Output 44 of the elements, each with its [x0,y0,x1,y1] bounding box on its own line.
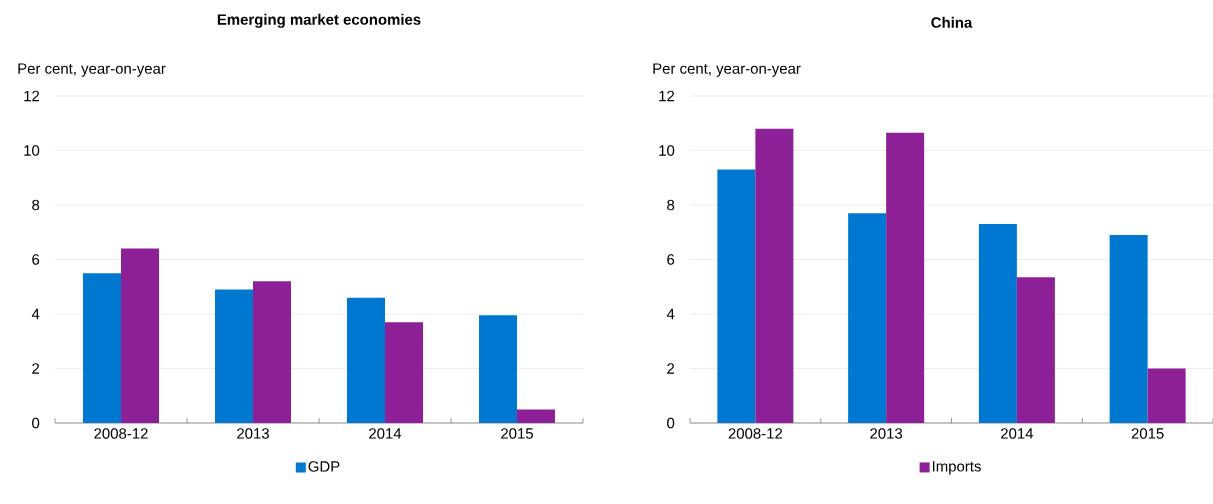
y-tick-label: 2 [667,363,675,374]
y-tick-label: 12 [24,90,40,102]
x-tick-label: 2015 [1131,428,1164,439]
y-tick-label: 8 [32,199,40,211]
y-tick-label: 10 [24,145,40,156]
bar [479,315,517,423]
x-tick-label: 2008-12 [728,428,783,439]
y-tick-label: 0 [32,417,40,429]
y-tick-label: 12 [659,90,675,102]
x-tick-label: 2015 [501,428,533,439]
bar [1147,368,1186,423]
bar [886,132,925,423]
legend-label: Imports [932,461,981,475]
x-tick-label: 2014 [369,428,402,439]
chart-title: Emerging market economies [217,13,421,28]
y-tick-label: 4 [666,308,675,320]
bar [121,248,159,423]
bar [83,273,121,423]
bar [215,289,253,423]
y-tick-label: 6 [32,254,40,265]
x-tick-label: 2013 [237,428,269,439]
y-tick-label: 10 [659,145,675,156]
bar [1109,234,1148,423]
bar [755,128,794,423]
y-axis-title: Per cent, year-on-year [653,63,801,77]
y-axis-title: Per cent, year-on-year [18,63,166,77]
y-tick-label: 2 [32,363,40,374]
bar [1016,277,1055,423]
bar [517,409,555,423]
bar [717,169,756,423]
y-tick-label: 8 [667,199,675,211]
bar [347,297,385,423]
bar [978,224,1017,423]
x-tick-label: 2008-12 [94,428,148,439]
bar [385,322,423,423]
y-tick-label: 6 [667,254,675,265]
y-tick-label: 4 [31,308,40,320]
x-tick-label: 2013 [870,428,903,439]
chart-title: China [931,16,973,28]
x-tick-label: 2014 [1001,428,1034,439]
legend-label: GDP [308,461,340,472]
y-tick-label: 0 [667,417,675,429]
bar [253,281,291,423]
bar [848,213,887,423]
